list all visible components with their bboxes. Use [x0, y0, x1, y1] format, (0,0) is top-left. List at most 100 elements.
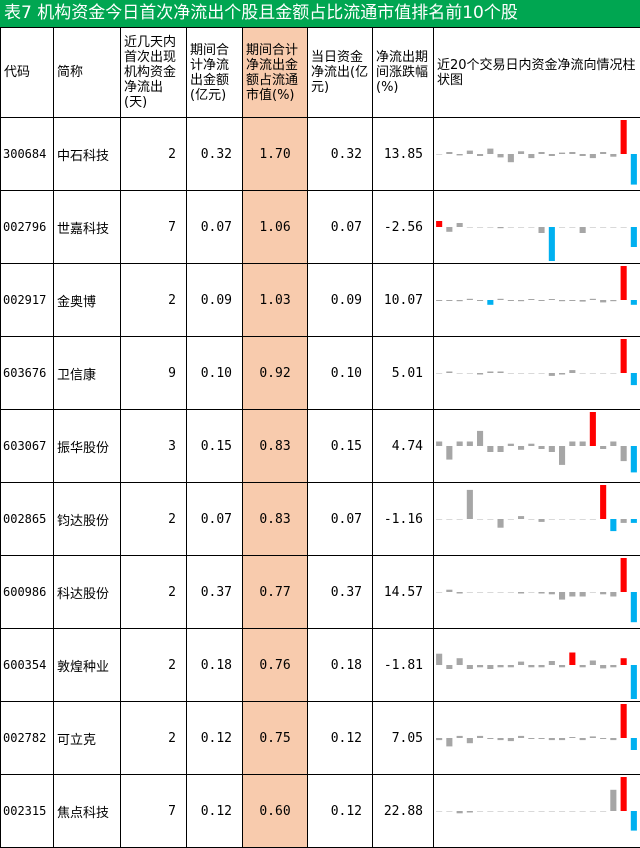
flow-bar: [507, 227, 514, 228]
flow-bar: [507, 811, 514, 812]
flow-bar: [569, 152, 576, 154]
table-row: 603067 振华股份 3 0.15 0.83 0.15 4.74: [0, 409, 640, 483]
flow-chart-cell: [433, 701, 640, 775]
flow-bar: [446, 519, 453, 520]
flow-chart-cell: [433, 555, 640, 629]
flow-bar: [569, 737, 576, 738]
days-cell: 2: [120, 263, 187, 337]
flow-bar: [610, 592, 617, 597]
flow-bar: [589, 373, 596, 374]
flow-bar: [507, 519, 514, 520]
period-ratio-cell: 0.75: [242, 701, 308, 775]
flow-bar: [620, 446, 627, 462]
flow-bar-chart: [436, 485, 637, 532]
flow-bar: [589, 592, 596, 593]
flow-bar: [507, 738, 514, 742]
flow-bar: [579, 665, 586, 668]
flow-bar: [477, 300, 484, 301]
period-outflow-cell: 0.07: [186, 482, 243, 556]
flow-bar: [436, 300, 443, 301]
stock-code: 002782: [0, 701, 54, 775]
flow-bar: [446, 227, 453, 232]
stock-name: 中石科技: [53, 117, 121, 191]
flow-bar: [446, 589, 453, 592]
flow-bar: [456, 592, 463, 594]
header-period-outflow: 期间合计净流出金额(亿元): [186, 27, 243, 118]
flow-bar: [600, 227, 607, 228]
flow-bar-chart: [436, 266, 637, 305]
flow-bar: [569, 811, 576, 812]
flow-bar: [538, 592, 545, 594]
change-cell: 5.01: [372, 336, 434, 410]
stock-name: 钧达股份: [53, 482, 121, 556]
days-cell: 2: [120, 117, 187, 191]
flow-bar: [528, 443, 535, 446]
days-cell: 2: [120, 555, 187, 629]
flow-bar: [518, 300, 525, 302]
flow-bar: [507, 373, 514, 374]
flow-bar: [548, 811, 555, 812]
flow-bar: [497, 154, 504, 158]
flow-bar: [518, 227, 525, 228]
flow-bar: [446, 371, 453, 373]
stock-name: 振华股份: [53, 409, 121, 483]
flow-bar: [548, 661, 555, 665]
flow-bar: [548, 446, 555, 452]
flow-bar: [600, 485, 607, 519]
flow-bar: [456, 735, 463, 738]
flow-bar: [630, 665, 637, 699]
flow-bar: [559, 519, 566, 520]
flow-bar: [589, 154, 596, 159]
period-ratio-cell: 0.83: [242, 409, 308, 483]
days-cell: 7: [120, 774, 187, 848]
days-cell: 2: [120, 482, 187, 556]
flow-bar: [630, 373, 637, 386]
flow-bar: [630, 154, 637, 185]
flow-bar: [589, 412, 596, 446]
flow-bar: [477, 735, 484, 738]
table-row: 002796 世嘉科技 7 0.07 1.06 0.07 -2.56: [0, 190, 640, 264]
table-row: 600986 科达股份 2 0.37 0.77 0.37 14.57: [0, 555, 640, 629]
flow-bar: [477, 811, 484, 812]
flow-bar: [477, 373, 484, 375]
flow-bar: [446, 300, 453, 301]
stock-code: 600354: [0, 628, 54, 702]
flow-bar: [600, 811, 607, 812]
period-ratio-cell: 0.83: [242, 482, 308, 556]
today-outflow-cell: 0.12: [307, 774, 373, 848]
stock-name: 金奥博: [53, 263, 121, 337]
table-row: 002315 焦点科技 7 0.12 0.60 0.12 22.88: [0, 774, 640, 848]
flow-bar: [569, 300, 576, 301]
flow-bar: [518, 811, 525, 812]
flow-bar: [600, 665, 607, 669]
data-table: 代码 简称 近几天内首次出现机构资金净流出(天) 期间合计净流出金额(亿元) 期…: [0, 27, 640, 848]
stock-code: 002917: [0, 263, 54, 337]
flow-chart-cell: [433, 628, 640, 702]
period-ratio-cell: 1.06: [242, 190, 308, 264]
flow-bar: [610, 300, 617, 302]
flow-bar: [600, 300, 607, 303]
table-row: 600354 敦煌种业 2 0.18 0.76 0.18 -1.81: [0, 628, 640, 702]
flow-bar: [507, 300, 514, 301]
flow-bar: [630, 738, 637, 750]
flow-bar: [538, 446, 545, 449]
flow-chart-cell: [433, 117, 640, 191]
change-cell: 10.07: [372, 263, 434, 337]
flow-bar: [497, 298, 504, 300]
flow-bar: [610, 154, 617, 157]
flow-bar: [487, 300, 494, 305]
flow-bar: [446, 665, 453, 669]
flow-bar: [456, 441, 463, 446]
flow-bar: [569, 519, 576, 520]
flow-bar: [528, 592, 535, 593]
flow-bar-chart: [436, 558, 637, 623]
today-outflow-cell: 0.32: [307, 117, 373, 191]
flow-bar: [559, 227, 566, 228]
flow-bar: [589, 736, 596, 738]
period-outflow-cell: 0.09: [186, 263, 243, 337]
flow-bar: [589, 811, 596, 812]
flow-bar: [569, 652, 576, 665]
period-outflow-cell: 0.15: [186, 409, 243, 483]
change-cell: 14.57: [372, 555, 434, 629]
stock-code: 002865: [0, 482, 54, 556]
